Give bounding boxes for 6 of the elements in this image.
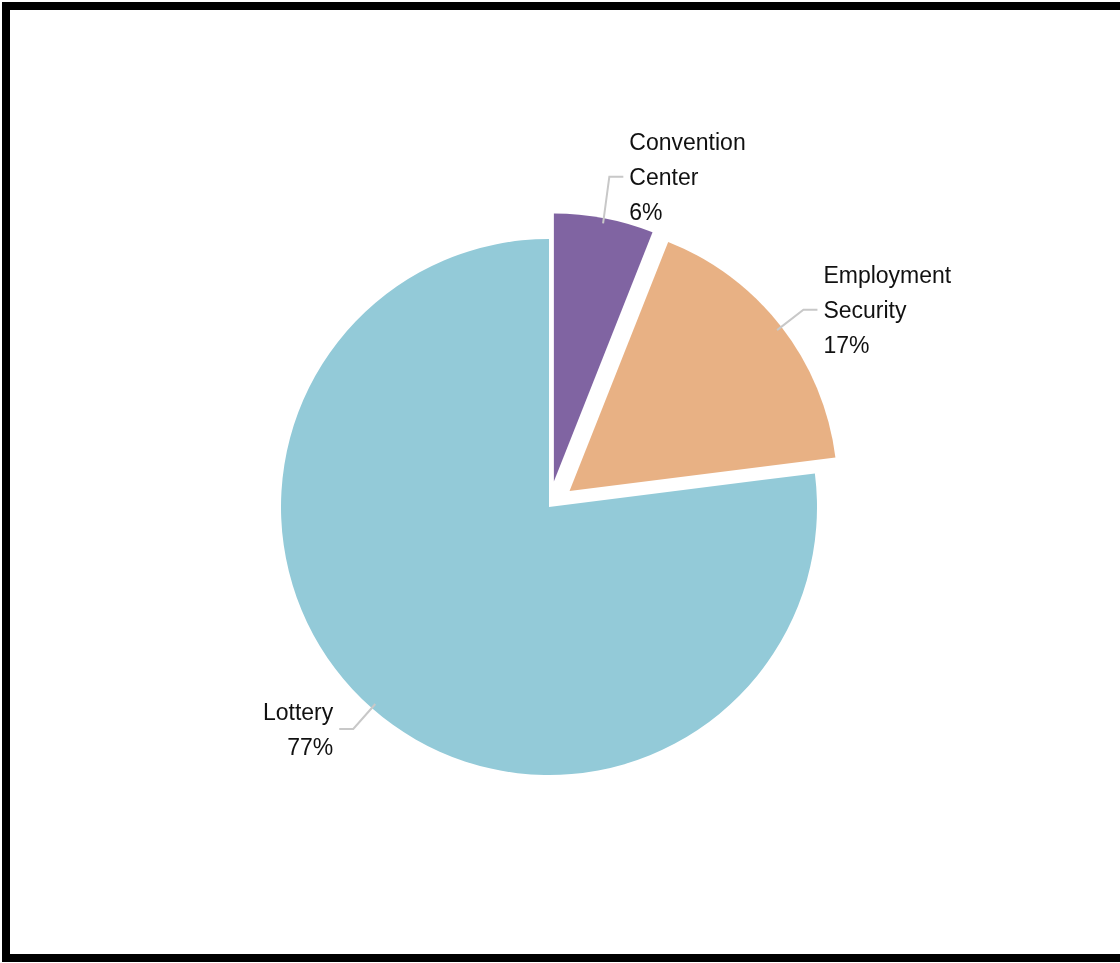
data-label: 17%	[823, 331, 870, 358]
data-label: 77%	[287, 733, 334, 760]
data-label: 6%	[629, 198, 663, 225]
slice-label: Convention Center	[629, 128, 746, 190]
slice-label: Employment Security	[823, 261, 952, 323]
slice-label: Lottery	[262, 698, 334, 725]
